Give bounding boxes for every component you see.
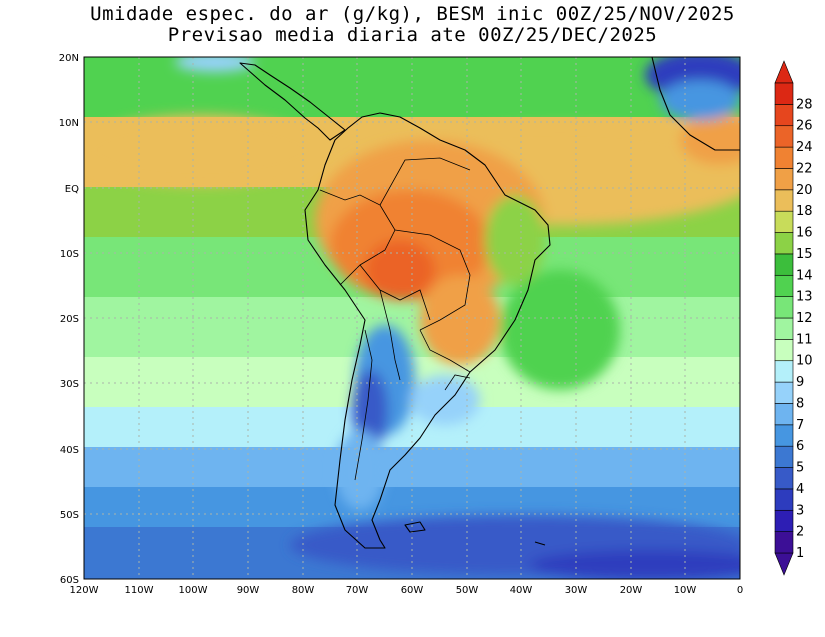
lon-tick: 80W <box>292 585 315 596</box>
colorbar-swatch <box>774 82 794 105</box>
map-title-line1: Umidade espec. do ar (g/kg), BESM inic 0… <box>90 3 735 25</box>
lat-tick: 30S <box>60 379 79 390</box>
colorbar-label: 24 <box>796 140 813 155</box>
colorbar-label: 14 <box>796 268 813 283</box>
colorbar-swatch <box>774 317 794 340</box>
colorbar-swatch <box>774 168 794 191</box>
colorbar-swatch <box>774 360 794 383</box>
lat-tick: 10S <box>60 249 79 260</box>
colorbar-swatch <box>774 210 794 233</box>
lon-tick: 10W <box>674 585 697 596</box>
colorbar-label: 11 <box>796 332 813 347</box>
colorbar-swatch <box>774 381 794 404</box>
lon-tick: 100W <box>179 585 208 596</box>
south-georgia <box>534 541 546 546</box>
lat-tick: 60S <box>60 575 79 586</box>
lon-tick: 30W <box>565 585 588 596</box>
colorbar-swatch <box>774 531 794 554</box>
humidity-field <box>84 57 740 579</box>
map-grid <box>84 57 740 579</box>
map-frame <box>83 56 741 580</box>
map-title-line2: Previsao media diaria ate 00Z/25/DEC/202… <box>167 24 658 46</box>
colorbar-label: 1 <box>796 546 804 561</box>
colorbar-label: 4 <box>796 482 804 497</box>
latitude-axis: 20N 10N EQ 10S 20S 30S 40S 50S 60S <box>59 53 79 586</box>
colorbar-swatch <box>774 104 794 127</box>
lon-tick: 60W <box>401 585 424 596</box>
colorbar-swatch <box>774 146 794 169</box>
colorbar-swatch <box>774 189 794 212</box>
colorbar-label: 12 <box>796 311 813 326</box>
colorbar-min-arrow <box>774 552 794 576</box>
lon-tick: 120W <box>70 585 99 596</box>
colorbar-label: 8 <box>796 396 804 411</box>
colorbar-label: 5 <box>796 461 804 476</box>
colorbar-label: 13 <box>796 290 813 305</box>
colorbar-label: 3 <box>796 503 804 518</box>
colorbar-swatch <box>774 488 794 511</box>
coastlines <box>239 57 740 549</box>
lat-tick: 10N <box>59 118 79 129</box>
colorbar-label: 2 <box>796 525 804 540</box>
lat-tick: 50S <box>60 510 79 521</box>
colorbar-swatch <box>774 509 794 532</box>
central-america-coastline <box>239 62 346 141</box>
lat-tick: 20N <box>59 53 79 64</box>
colorbar-swatch <box>774 339 794 362</box>
colorbar-label: 16 <box>796 226 813 241</box>
lon-tick: 40W <box>510 585 533 596</box>
lon-tick: 50W <box>456 585 479 596</box>
africa-coastline <box>651 57 740 151</box>
lon-tick: 70W <box>346 585 369 596</box>
colorbar-swatch <box>774 253 794 276</box>
lat-tick: EQ <box>65 184 79 195</box>
falklands <box>404 521 426 533</box>
colorbar-swatch <box>774 296 794 319</box>
lon-tick: 110W <box>125 585 154 596</box>
south-america-coastline <box>304 112 551 549</box>
colorbar-swatch <box>774 274 794 297</box>
country-borders <box>319 157 471 481</box>
colorbar-swatch <box>774 445 794 468</box>
colorbar-max-arrow <box>774 60 794 84</box>
lon-tick: 20W <box>620 585 643 596</box>
colorbar-label: 26 <box>796 119 813 134</box>
colorbar-label: 10 <box>796 354 813 369</box>
colorbar-swatch <box>774 232 794 255</box>
colorbar-label: 20 <box>796 183 813 198</box>
colorbar-label: 22 <box>796 161 813 176</box>
colorbar-swatch <box>774 403 794 426</box>
colorbar-swatch <box>774 424 794 447</box>
colorbar-swatch <box>774 467 794 490</box>
longitude-axis: 120W 110W 100W 90W 80W 70W 60W 50W 40W 3… <box>70 585 744 596</box>
colorbar-label: 18 <box>796 204 813 219</box>
lon-tick: 90W <box>237 585 260 596</box>
colorbar-label: 15 <box>796 247 813 262</box>
colorbar-label: 28 <box>796 97 813 112</box>
lat-tick: 20S <box>60 314 79 325</box>
lat-tick: 40S <box>60 445 79 456</box>
colorbar-label: 7 <box>796 418 804 433</box>
colorbar-label: 9 <box>796 375 804 390</box>
lon-tick: 0 <box>737 585 743 596</box>
colorbar-swatch <box>774 125 794 148</box>
colorbar-label: 6 <box>796 439 804 454</box>
